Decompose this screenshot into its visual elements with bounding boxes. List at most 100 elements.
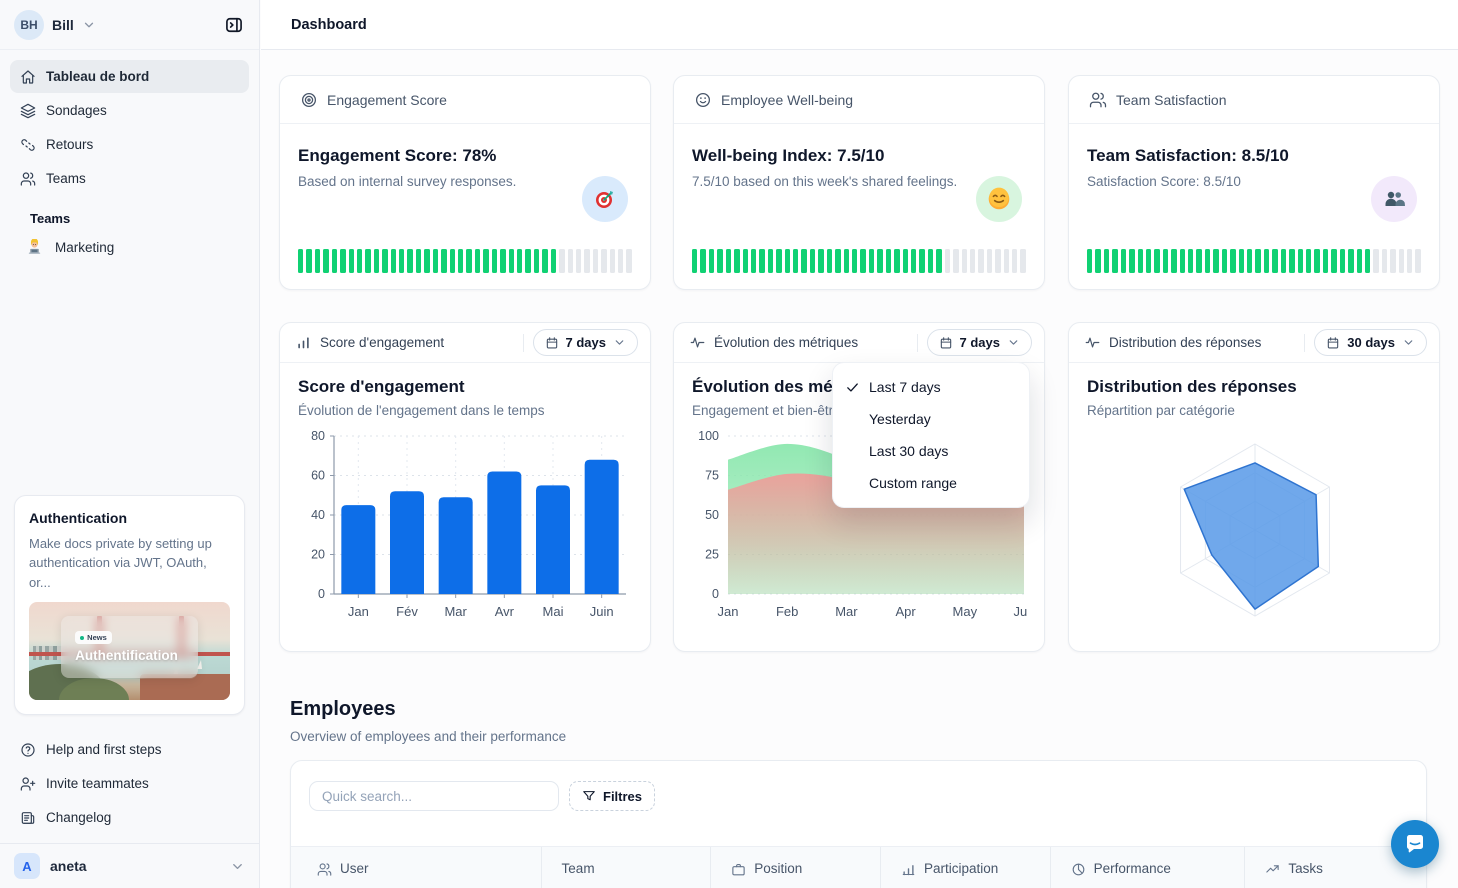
card-header: Team Satisfaction bbox=[1069, 76, 1439, 124]
chevron-down-icon bbox=[1402, 336, 1415, 349]
progress-bars bbox=[692, 249, 1026, 273]
card-header: Engagement Score bbox=[280, 76, 650, 124]
account-name: aneta bbox=[50, 858, 87, 874]
chart-subtitle: Répartition par catégorie bbox=[1087, 403, 1235, 418]
sidebar-item-marketing[interactable]: Marketing bbox=[10, 232, 249, 262]
sidebar-item-tableau-de-bord[interactable]: Tableau de bord bbox=[10, 60, 249, 93]
users-icon bbox=[317, 862, 332, 877]
chart-title: Distribution des réponses bbox=[1087, 377, 1297, 396]
sidebar-item-label: Changelog bbox=[46, 810, 112, 825]
team-item-label: Marketing bbox=[55, 239, 115, 255]
engagement-chart-card: Score d'engagement 7 days Score d'engage… bbox=[279, 322, 651, 652]
stat-subtitle: 7.5/10 based on this week's shared feeli… bbox=[692, 174, 958, 189]
card-body: Score d'engagement Évolution de l'engage… bbox=[280, 363, 650, 622]
fort-shape bbox=[140, 674, 230, 700]
svg-text:Mar: Mar bbox=[835, 604, 858, 619]
menu-item-last-30-days[interactable]: Last 30 days bbox=[869, 443, 949, 459]
menu-item-last-7-days[interactable]: Last 7 days bbox=[833, 371, 1029, 403]
sidebar-item-teams[interactable]: Teams bbox=[10, 162, 249, 195]
workspace-switcher[interactable]: BH Bill bbox=[0, 0, 259, 50]
home-icon bbox=[20, 69, 36, 85]
stat-title: Well-being Index: 7.5/10 bbox=[692, 146, 885, 165]
sidebar-item-sondages[interactable]: Sondages bbox=[10, 94, 249, 127]
range-selector-button[interactable]: 30 days bbox=[1314, 329, 1427, 356]
svg-text:Feb: Feb bbox=[776, 604, 798, 619]
sidebar-item-label: Retours bbox=[46, 137, 94, 152]
funnel-icon bbox=[582, 789, 596, 803]
dart-target-emoji bbox=[582, 176, 628, 222]
chart-subtitle: Évolution de l'engagement dans le temps bbox=[298, 403, 545, 418]
menu-item-custom-range[interactable]: Custom range bbox=[869, 475, 957, 491]
sidebar-item-changelog[interactable]: Changelog bbox=[10, 801, 249, 834]
news-dot bbox=[80, 635, 85, 640]
range-label: 7 days bbox=[565, 335, 606, 350]
column-header-user[interactable]: User bbox=[291, 847, 541, 888]
menu-item-yesterday[interactable]: Yesterday bbox=[869, 411, 931, 427]
account-avatar: A bbox=[14, 853, 40, 879]
sidebar: BH Bill Tableau de bord bbox=[0, 0, 260, 888]
card-header-label: Team Satisfaction bbox=[1116, 91, 1227, 108]
wellbeing-card: Employee Well-being Well-being Index: 7.… bbox=[673, 75, 1045, 290]
auth-image-overlay: News Authentification bbox=[61, 615, 198, 679]
authentication-promo-card[interactable]: Authentication Make docs private by sett… bbox=[14, 494, 245, 715]
sidebar-item-invite[interactable]: Invite teammates bbox=[10, 767, 249, 800]
column-header-participation[interactable]: Participation bbox=[879, 847, 1050, 888]
stat-title: Engagement Score: 78% bbox=[298, 146, 497, 165]
chat-bubble-icon bbox=[1403, 832, 1427, 856]
account-switcher[interactable]: A aneta bbox=[0, 843, 259, 888]
calendar-icon bbox=[545, 336, 559, 350]
header-divider bbox=[1304, 333, 1306, 352]
svg-text:Jun: Jun bbox=[1014, 604, 1028, 619]
sidebar-spacer bbox=[0, 262, 259, 495]
layers-icon bbox=[20, 103, 36, 119]
header-divider bbox=[916, 333, 918, 352]
auth-card-body: Make docs private by setting up authenti… bbox=[29, 535, 212, 590]
column-header-team[interactable]: Team bbox=[540, 847, 711, 888]
chart-title: Score d'engagement bbox=[298, 377, 465, 396]
column-header-position[interactable]: Position bbox=[710, 847, 880, 888]
search-input[interactable] bbox=[309, 781, 559, 811]
check-icon bbox=[845, 380, 860, 395]
range-selector-button[interactable]: 7 days bbox=[926, 329, 1032, 356]
stat-subtitle: Based on internal survey responses. bbox=[298, 174, 517, 189]
svg-text:Fév: Fév bbox=[396, 604, 418, 619]
filters-label: Filtres bbox=[603, 788, 643, 804]
team-satisfaction-card: Team Satisfaction Team Satisfaction: 8.5… bbox=[1068, 75, 1440, 290]
svg-text:Mar: Mar bbox=[444, 604, 467, 619]
collapse-sidebar-button[interactable] bbox=[221, 12, 247, 38]
svg-text:Mai: Mai bbox=[543, 604, 564, 619]
smiling-face-emoji bbox=[976, 176, 1022, 222]
sidebar-item-label: Invite teammates bbox=[46, 776, 149, 791]
news-badge: News bbox=[75, 631, 112, 645]
engagement-score-card: Engagement Score Engagement Score: 78% B… bbox=[279, 75, 651, 290]
bar-chart-icon bbox=[296, 335, 311, 350]
workspace-avatar: BH bbox=[14, 9, 44, 40]
range-selector-button[interactable]: 7 days bbox=[532, 329, 638, 356]
page-title: Dashboard bbox=[291, 16, 367, 33]
card-header-label: Employee Well-being bbox=[721, 91, 854, 108]
sidebar-item-label: Teams bbox=[46, 171, 86, 186]
unlink-icon bbox=[20, 137, 36, 153]
column-header-performance[interactable]: Performance bbox=[1049, 847, 1245, 888]
auth-image-caption: Authentification bbox=[75, 648, 178, 664]
changelog-icon bbox=[20, 810, 36, 826]
sidebar-nav: Tableau de bord Sondages Retours Teams bbox=[0, 50, 259, 262]
sidebar-item-label: Tableau de bord bbox=[46, 69, 150, 84]
svg-text:100: 100 bbox=[698, 429, 719, 443]
sidebar-item-retours[interactable]: Retours bbox=[10, 128, 249, 161]
card-header: Distribution des réponses 30 days bbox=[1069, 323, 1439, 363]
card-header: Évolution des métriques 7 days bbox=[674, 323, 1044, 363]
svg-text:50: 50 bbox=[705, 508, 719, 522]
svg-text:25: 25 bbox=[705, 548, 719, 562]
user-plus-icon bbox=[20, 776, 36, 792]
chat-launcher-button[interactable] bbox=[1391, 820, 1439, 868]
sidebar-item-help[interactable]: Help and first steps bbox=[10, 733, 249, 766]
sidebar-item-label: Help and first steps bbox=[46, 742, 162, 757]
filters-button[interactable]: Filtres bbox=[569, 781, 656, 811]
users-icon bbox=[1089, 91, 1107, 109]
svg-text:80: 80 bbox=[311, 429, 325, 443]
chevron-down-icon bbox=[613, 336, 626, 349]
chevron-down-icon bbox=[1007, 336, 1020, 349]
column-header-tasks[interactable]: Tasks bbox=[1244, 847, 1426, 888]
